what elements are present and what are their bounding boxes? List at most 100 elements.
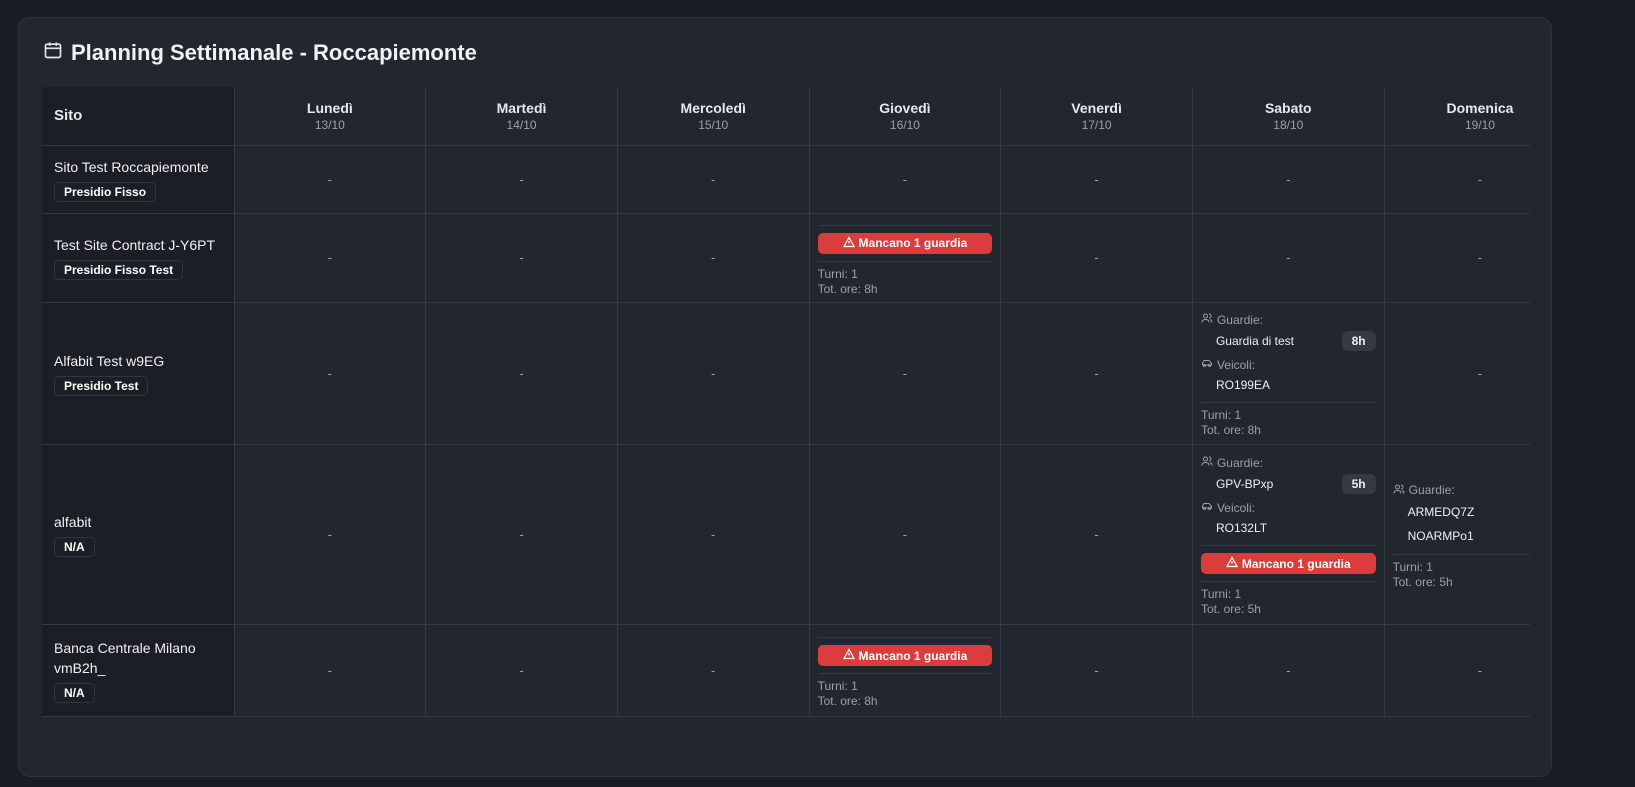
- missing-guard-alert: Mancano 1 guardia: [817, 645, 993, 666]
- day-cell-empty[interactable]: -: [808, 301, 1002, 445]
- day-cell-empty[interactable]: -: [233, 301, 427, 445]
- missing-guard-alert: Mancano 1 guardia: [1200, 553, 1376, 574]
- day-cell-empty[interactable]: -: [1383, 301, 1530, 445]
- day-cell-empty[interactable]: -: [1000, 443, 1193, 625]
- users-icon: [1201, 455, 1213, 470]
- guard-item: Guardia di test 8h: [1201, 329, 1376, 353]
- column-header-day: Martedì 14/10: [425, 87, 618, 146]
- day-cell: Mancano 1 guardia Turni: 1 Tot. ore: 8h: [808, 212, 1002, 303]
- total-hours: Tot. ore: 8h: [817, 281, 878, 296]
- site-name[interactable]: Banca Centrale Milano vmB2h_: [54, 639, 196, 676]
- shift-summary[interactable]: Guardie: ARMEDQ7Z NOARMPo1 Turni: 1 Tot. ore…: [1392, 483, 1530, 590]
- site-cell: Test Site Contract J-Y6PT Presidio Fisso …: [42, 212, 235, 303]
- warning-icon: [842, 648, 855, 663]
- column-header-day: Venerdì 17/10: [1000, 87, 1193, 146]
- site-row: alfabit N/A - - - - - Guardie: GPV-BPxp 5h Veicoli…: [42, 443, 1530, 625]
- day-cell-empty[interactable]: -: [1000, 301, 1193, 445]
- day-cell-empty[interactable]: -: [1191, 623, 1385, 717]
- service-type-badge: Presidio Fisso Test: [54, 260, 184, 280]
- guard-item: NOARMPo1: [1407, 528, 1474, 543]
- shift-summary[interactable]: Guardie: Guardia di test 8h Veicoli: RO199EA…: [1200, 312, 1376, 438]
- service-type-badge: Presidio Test: [54, 375, 149, 396]
- total-hours: Tot. ore: 5h: [1392, 574, 1453, 589]
- site-name[interactable]: Alfabit Test w9EG: [54, 352, 165, 369]
- site-cell: Banca Centrale Milano vmB2h_ N/A: [42, 623, 235, 717]
- day-cell-empty[interactable]: -: [1000, 212, 1193, 303]
- site-row: Alfabit Test w9EG Presidio Test - - - - - Guard…: [42, 301, 1530, 445]
- missing-guard-alert: Mancano 1 guardia: [817, 232, 993, 254]
- day-cell-empty[interactable]: -: [1383, 144, 1530, 214]
- hours-badge: 5h: [1341, 474, 1376, 494]
- day-cell-empty[interactable]: -: [1383, 623, 1530, 717]
- planning-table-scroll[interactable]: Sito Lunedì 13/10 Martedì 14/10 Mercoledì 15/1…: [42, 87, 1530, 787]
- site-cell: alfabit N/A: [42, 443, 235, 625]
- shift-count: Turni: 1: [817, 679, 858, 693]
- shift-count: Turni: 1: [817, 266, 858, 281]
- total-hours: Tot. ore: 8h: [1200, 423, 1261, 437]
- day-cell-empty[interactable]: -: [425, 623, 618, 717]
- day-cell: Guardie: ARMEDQ7Z NOARMPo1 Turni: 1 Tot. ore…: [1383, 443, 1530, 625]
- total-hours: Tot. ore: 5h: [1200, 602, 1261, 616]
- day-cell-empty[interactable]: -: [425, 212, 618, 303]
- day-cell-empty[interactable]: -: [233, 623, 427, 717]
- day-cell-empty[interactable]: -: [1191, 212, 1385, 303]
- site-cell: Sito Test Roccapiemonte Presidio Fisso: [42, 144, 235, 214]
- column-header-day: Lunedì 13/10: [233, 87, 427, 146]
- day-cell: Guardie: GPV-BPxp 5h Veicoli: RO132LT Mancano…: [1191, 443, 1385, 625]
- users-icon: [1393, 483, 1405, 498]
- day-cell-empty[interactable]: -: [233, 212, 427, 303]
- day-cell-empty[interactable]: -: [808, 443, 1002, 625]
- column-header-day: Domenica 19/10: [1383, 87, 1530, 146]
- day-cell-empty[interactable]: -: [425, 144, 618, 214]
- day-cell-empty[interactable]: -: [616, 443, 810, 625]
- site-name[interactable]: alfabit: [54, 513, 92, 530]
- day-cell-empty[interactable]: -: [1000, 623, 1193, 717]
- day-cell-empty[interactable]: -: [616, 623, 810, 717]
- hours-badge: 8h: [1341, 331, 1376, 351]
- day-cell-empty[interactable]: -: [233, 443, 427, 625]
- site-cell: Alfabit Test w9EG Presidio Test: [42, 301, 235, 445]
- site-row: Sito Test Roccapiemonte Presidio Fisso - - -…: [42, 144, 1530, 214]
- site-name[interactable]: Sito Test Roccapiemonte: [54, 158, 209, 175]
- shift-count: Turni: 1: [1200, 587, 1242, 601]
- car-icon: [1201, 357, 1213, 372]
- site-row: Banca Centrale Milano vmB2h_ N/A - - - Mancan…: [42, 623, 1530, 717]
- day-cell-empty[interactable]: -: [616, 212, 810, 303]
- vehicle-item: RO199EA: [1215, 378, 1270, 392]
- day-cell-empty[interactable]: -: [616, 144, 810, 214]
- day-cell-empty[interactable]: -: [1191, 144, 1385, 214]
- warning-icon: [842, 235, 855, 251]
- day-cell-empty[interactable]: -: [425, 301, 618, 445]
- weekly-planning-card: Planning Settimanale - Roccapiemonte Sit…: [18, 17, 1552, 777]
- shift-count: Turni: 1: [1200, 408, 1242, 422]
- guard-item: GPV-BPxp 5h: [1201, 472, 1376, 496]
- warning-icon: [1225, 556, 1238, 571]
- column-header-day: Giovedì 16/10: [808, 87, 1002, 146]
- site-name[interactable]: Test Site Contract J-Y6PT: [54, 237, 216, 253]
- shift-summary[interactable]: Mancano 1 guardia Turni: 1 Tot. ore: 8h: [817, 637, 993, 709]
- page-title: Planning Settimanale - Roccapiemonte: [43, 40, 477, 66]
- total-hours: Tot. ore: 8h: [817, 694, 878, 708]
- day-cell-empty[interactable]: -: [233, 144, 427, 214]
- vehicle-item: RO132LT: [1215, 521, 1268, 535]
- guard-item: ARMEDQ7Z: [1407, 504, 1475, 519]
- shift-summary[interactable]: Guardie: GPV-BPxp 5h Veicoli: RO132LT Mancano…: [1200, 455, 1376, 617]
- car-icon: [1201, 500, 1213, 515]
- shift-summary[interactable]: Mancano 1 guardia Turni: 1 Tot. ore: 8h: [817, 224, 993, 297]
- service-type-badge: N/A: [54, 536, 95, 557]
- planning-table: Sito Lunedì 13/10 Martedì 14/10 Mercoledì 15/1…: [42, 87, 1530, 717]
- calendar-icon: [43, 40, 63, 66]
- service-type-badge: Presidio Fisso: [54, 181, 157, 202]
- column-header-day: Mercoledì 15/10: [616, 87, 810, 146]
- day-cell-empty[interactable]: -: [808, 144, 1002, 214]
- day-cell-empty[interactable]: -: [425, 443, 618, 625]
- day-cell-empty[interactable]: -: [616, 301, 810, 445]
- column-header-site: Sito: [42, 87, 235, 146]
- shift-count: Turni: 1: [1392, 559, 1433, 574]
- day-cell-empty[interactable]: -: [1000, 144, 1193, 214]
- day-cell-empty[interactable]: -: [1383, 212, 1530, 303]
- service-type-badge: N/A: [54, 682, 95, 703]
- users-icon: [1201, 312, 1213, 327]
- day-cell: Guardie: Guardia di test 8h Veicoli: RO199EA…: [1191, 301, 1385, 445]
- site-row: Test Site Contract J-Y6PT Presidio Fisso …: [42, 212, 1530, 303]
